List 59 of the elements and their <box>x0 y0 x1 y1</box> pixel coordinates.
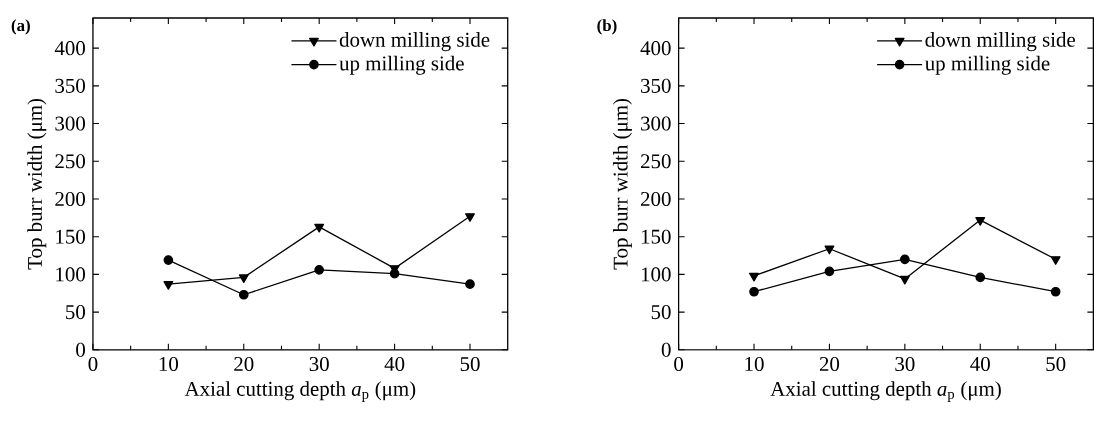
y-tick-label: 250 <box>641 154 671 169</box>
x-tick-label: 30 <box>895 357 915 372</box>
y-tick-label: 400 <box>54 41 85 56</box>
legend-label: down milling side <box>925 32 1076 52</box>
x-tick-label: 10 <box>745 357 764 372</box>
x-tick-label: 20 <box>819 357 840 372</box>
point <box>163 255 174 266</box>
point <box>465 279 475 290</box>
x-tick-label: 40 <box>384 357 405 372</box>
point <box>314 223 325 233</box>
y-tick-label: 300 <box>641 116 671 131</box>
x-tick-label: 30 <box>309 357 329 372</box>
y-tick-label: 50 <box>651 305 671 320</box>
point <box>1050 256 1061 266</box>
legend-label: up milling side <box>925 55 1050 75</box>
point <box>899 275 910 285</box>
y-tick-label: 400 <box>640 41 671 56</box>
legend-label: up milling side <box>339 55 464 75</box>
x-tick-label: 20 <box>234 357 254 372</box>
y-tick-label: 0 <box>76 342 85 357</box>
point <box>163 281 174 290</box>
y-tick-label: 0 <box>661 342 671 357</box>
y-tick-label: 250 <box>55 154 85 169</box>
y-tick-label: 100 <box>641 267 671 282</box>
x-tick-label: 0 <box>674 357 684 372</box>
point <box>314 265 325 275</box>
x-tick-label: 50 <box>460 357 480 372</box>
y-axis-title: Top burr width (μm) <box>612 99 632 270</box>
y-tick-label: 100 <box>56 267 85 282</box>
point <box>900 254 910 265</box>
chart-title: (b) <box>597 19 617 35</box>
point <box>749 272 759 282</box>
point <box>1050 287 1061 297</box>
y-tick-label: 350 <box>55 78 85 94</box>
y-tick-label: 300 <box>55 116 85 131</box>
y-tick-label: 200 <box>641 192 671 207</box>
y-tick-label: 150 <box>56 229 85 244</box>
point <box>824 245 835 255</box>
legend-label: down milling side <box>339 32 490 52</box>
point <box>238 290 249 300</box>
point <box>749 287 759 297</box>
y-tick-label: 150 <box>641 229 671 244</box>
point <box>465 213 475 223</box>
chart-title: (a) <box>11 19 30 35</box>
point <box>238 274 249 284</box>
y-tick-label: 50 <box>66 305 85 320</box>
x-tick-label: 0 <box>88 357 98 372</box>
point <box>975 217 986 226</box>
point <box>824 266 835 277</box>
point <box>975 272 986 283</box>
x-axis-title: Axial cutting depth a$_{p}$ (μm) <box>184 381 416 403</box>
x-tick-label: 10 <box>159 357 179 372</box>
x-tick-label: 50 <box>1046 357 1066 372</box>
x-tick-label: 40 <box>970 357 990 372</box>
x-axis-title: Axial cutting depth a$_{p}$ (μm) <box>770 381 1001 403</box>
point <box>389 268 400 279</box>
y-tick-label: 350 <box>641 78 671 94</box>
y-axis-title: Top burr width (μm) <box>27 99 47 270</box>
y-tick-label: 200 <box>55 192 85 207</box>
